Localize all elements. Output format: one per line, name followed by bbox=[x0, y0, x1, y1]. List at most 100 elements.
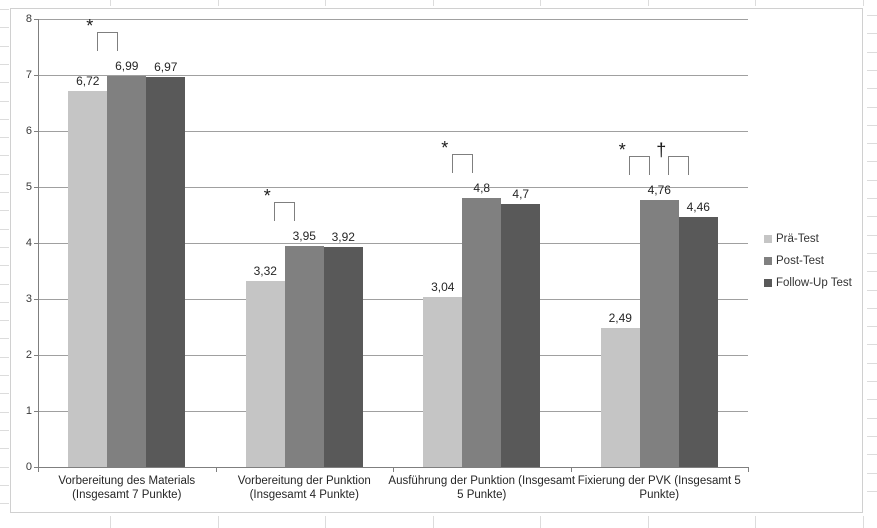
worksheet-row-line bbox=[0, 9, 9, 10]
worksheet-row-line bbox=[867, 33, 877, 35]
y-axis-tick bbox=[34, 75, 38, 76]
legend-swatch-follow-up-test-icon bbox=[764, 279, 772, 287]
y-gridline bbox=[38, 299, 748, 300]
bar-follow-up-test-group4[interactable] bbox=[678, 217, 718, 467]
worksheet-row-line bbox=[0, 356, 9, 358]
worksheet-row-line bbox=[867, 198, 877, 199]
bar-post-test-group3[interactable] bbox=[462, 198, 502, 467]
x-axis-tick bbox=[38, 467, 39, 472]
chart-legend[interactable]: Prä-Test Post-Test Follow-Up Test bbox=[764, 233, 852, 299]
worksheet-row-line bbox=[0, 246, 9, 248]
worksheet-column-line bbox=[647, 0, 649, 6]
bar-follow-up-test-group3[interactable] bbox=[501, 203, 541, 467]
value-label: 6,97 bbox=[154, 59, 178, 74]
dagger-marker: † bbox=[656, 140, 667, 161]
bar-pr-test-group1[interactable] bbox=[68, 90, 108, 467]
worksheet-column-line bbox=[540, 0, 541, 6]
bar-pr-test-group3[interactable] bbox=[423, 296, 463, 467]
worksheet-row-line bbox=[0, 393, 9, 395]
y-gridline bbox=[38, 131, 748, 132]
value-label: 3,04 bbox=[431, 279, 455, 294]
y-axis-tick-label: 1 bbox=[25, 405, 32, 417]
legend-label-pre-test: Prä-Test bbox=[776, 233, 819, 245]
significance-bracket bbox=[274, 201, 296, 221]
worksheet-column-line bbox=[325, 0, 326, 6]
worksheet-column-line bbox=[755, 516, 756, 528]
y-gridline bbox=[38, 187, 748, 188]
worksheet-row-line bbox=[0, 301, 9, 303]
value-label: 4,7 bbox=[512, 186, 530, 201]
significance-bracket bbox=[668, 156, 690, 176]
worksheet-row-line bbox=[867, 362, 877, 364]
significance-bracket bbox=[629, 156, 651, 176]
worksheet-row-line bbox=[867, 344, 877, 346]
x-axis-tick bbox=[570, 467, 572, 472]
legend-item-follow-up-test[interactable]: Follow-Up Test bbox=[764, 277, 852, 289]
bar-follow-up-test-group1[interactable] bbox=[146, 76, 186, 467]
worksheet-column-line bbox=[432, 0, 434, 6]
worksheet-column-line bbox=[755, 0, 756, 6]
worksheet-row-line bbox=[0, 45, 9, 47]
worksheet-row-line bbox=[867, 307, 877, 309]
worksheet-row-line bbox=[867, 234, 877, 236]
y-axis-tick-label: 3 bbox=[25, 293, 32, 305]
worksheet-row-line bbox=[0, 210, 9, 212]
asterisk-marker: * bbox=[86, 15, 94, 36]
worksheet-row-line bbox=[0, 137, 9, 139]
worksheet-row-line bbox=[867, 289, 877, 291]
worksheet-row-line bbox=[867, 252, 877, 254]
y-axis-tick-label: 7 bbox=[25, 69, 32, 81]
worksheet-row-line bbox=[0, 82, 9, 84]
worksheet-row-line bbox=[0, 173, 9, 175]
value-label: 6,72 bbox=[76, 73, 100, 88]
bar-post-test-group4[interactable] bbox=[639, 200, 679, 467]
category-label: Vorbereitung des Materials (Insgesamt 7 … bbox=[58, 475, 196, 501]
y-axis-tick bbox=[34, 467, 38, 468]
worksheet-row-line bbox=[867, 161, 877, 163]
worksheet-row-line bbox=[0, 228, 9, 230]
bar-post-test-group1[interactable] bbox=[107, 75, 147, 467]
worksheet-row-line bbox=[867, 179, 877, 181]
worksheet-row-line bbox=[867, 271, 877, 273]
y-axis-tick bbox=[34, 411, 38, 412]
y-axis-tick-label: 2 bbox=[25, 349, 32, 361]
bar-follow-up-test-group2[interactable] bbox=[323, 247, 363, 467]
worksheet-row-line bbox=[0, 484, 9, 486]
worksheet-row-line bbox=[0, 375, 9, 376]
worksheet-column-line bbox=[540, 516, 541, 528]
bar-pr-test-group4[interactable] bbox=[600, 327, 640, 467]
asterisk-marker: * bbox=[441, 138, 449, 159]
x-axis-tick bbox=[215, 467, 217, 472]
x-axis-tick bbox=[748, 467, 749, 472]
legend-item-post-test[interactable]: Post-Test bbox=[764, 255, 852, 267]
y-gridline bbox=[38, 411, 748, 412]
y-gridline bbox=[38, 19, 748, 20]
x-axis-tick bbox=[393, 467, 394, 472]
legend-label-follow-up-test: Follow-Up Test bbox=[776, 277, 852, 289]
worksheet-row-line bbox=[867, 472, 877, 474]
asterisk-marker: * bbox=[618, 140, 626, 161]
legend-swatch-pre-test-icon bbox=[764, 235, 772, 243]
value-label: 6,99 bbox=[115, 58, 139, 73]
bar-post-test-group2[interactable] bbox=[284, 245, 324, 467]
worksheet-row-line bbox=[0, 320, 9, 322]
legend-label-post-test: Post-Test bbox=[776, 255, 824, 267]
value-label: 3,32 bbox=[253, 264, 277, 279]
worksheet-column-line bbox=[110, 516, 111, 528]
worksheet-row-line bbox=[0, 118, 9, 120]
worksheet-row-line bbox=[0, 155, 9, 157]
y-axis-tick bbox=[34, 19, 38, 20]
worksheet-column-line bbox=[217, 0, 219, 6]
worksheet-row-line bbox=[0, 265, 9, 267]
worksheet-row-line bbox=[0, 503, 9, 505]
worksheet-column-line bbox=[325, 516, 326, 528]
worksheet-column-line bbox=[432, 516, 434, 528]
bar-pr-test-group2[interactable] bbox=[245, 281, 285, 467]
worksheet-column-line bbox=[862, 0, 864, 6]
worksheet-row-line bbox=[867, 381, 877, 382]
worksheet-row-line bbox=[867, 51, 877, 53]
y-axis-tick-label: 8 bbox=[25, 13, 32, 25]
legend-swatch-post-test-icon bbox=[764, 257, 772, 265]
legend-item-pre-test[interactable]: Prä-Test bbox=[764, 233, 852, 245]
